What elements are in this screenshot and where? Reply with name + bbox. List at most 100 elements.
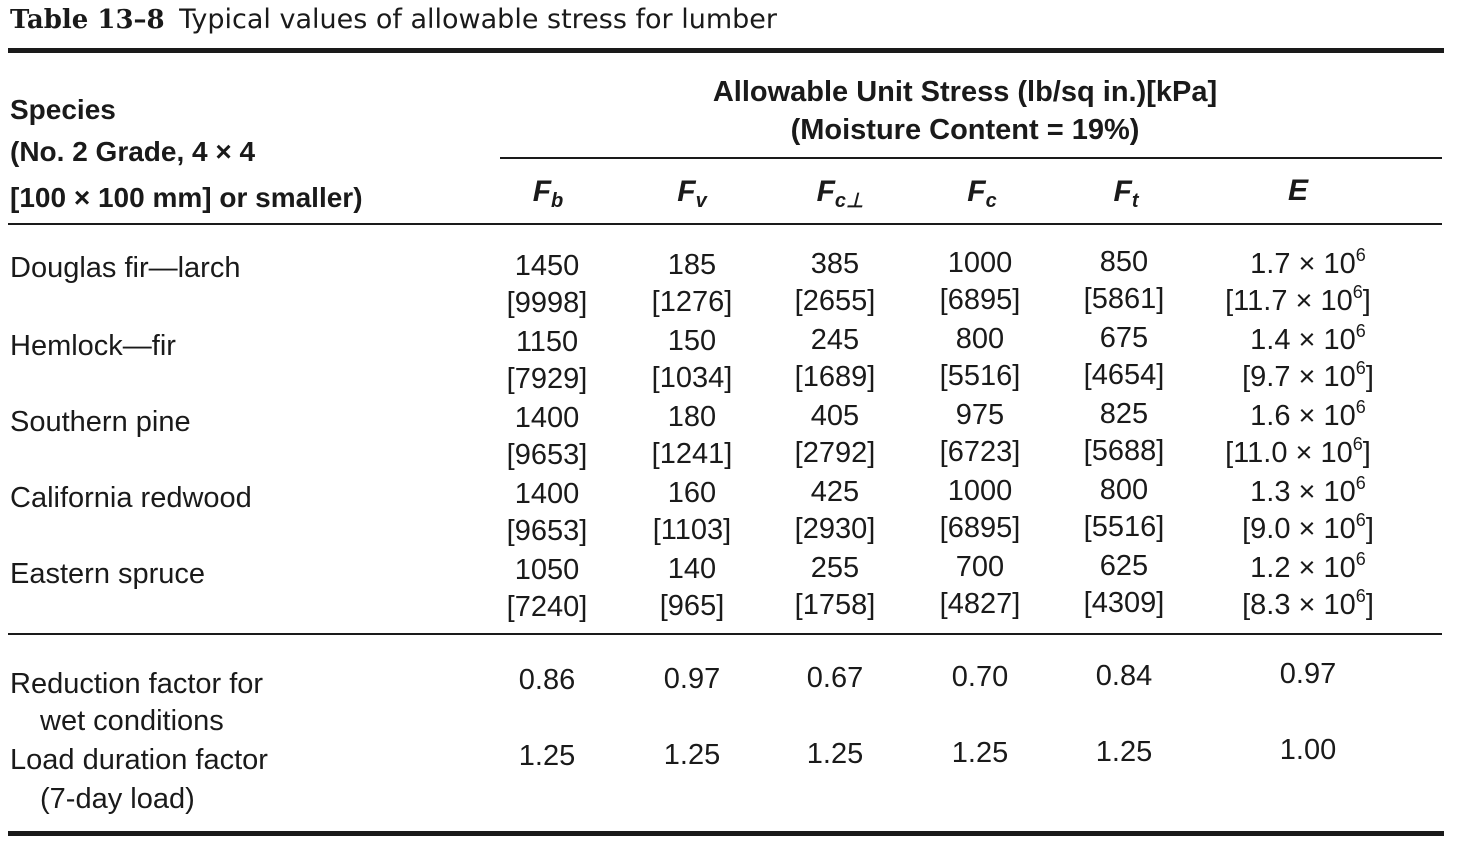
- fcperp-value: 385: [810, 248, 860, 280]
- factor-label-line2: (7-day load): [40, 783, 195, 815]
- col-header-e: E: [1287, 174, 1308, 207]
- fb-metric: [9998]: [506, 287, 588, 319]
- ft-value: 850: [1099, 246, 1149, 278]
- ft-metric: [5861]: [1083, 283, 1165, 315]
- fcperp-factor: 0.67: [806, 662, 864, 694]
- col-header-fb: Fb: [532, 175, 564, 212]
- ft-metric: [4309]: [1083, 587, 1165, 619]
- species-header-line1: Species: [10, 94, 116, 125]
- fcperp-value: 425: [810, 476, 860, 508]
- fcperp-value: 255: [810, 552, 860, 584]
- fv-metric: [1103]: [652, 514, 732, 546]
- fcperp-metric: [1758]: [794, 589, 876, 621]
- fv-value: 140: [667, 553, 717, 585]
- fc-metric: [6723]: [939, 436, 1021, 468]
- e-value: 1.2 × 106: [1250, 549, 1366, 584]
- fc-value: 1000: [947, 475, 1013, 507]
- col-header-ft: Ft: [1113, 175, 1139, 212]
- species-header-line2: (No. 2 Grade, 4 × 4: [10, 136, 256, 167]
- fc-factor: 0.70: [951, 661, 1009, 693]
- ft-metric: [5516]: [1083, 511, 1165, 543]
- species-name: Hemlock—fir: [10, 330, 176, 362]
- fb-value: 1450: [514, 250, 580, 282]
- fc-value: 700: [955, 551, 1005, 583]
- table-title: Typical values of allowable stress for l…: [179, 4, 777, 35]
- fb-factor: 0.86: [518, 664, 576, 696]
- e-metric: [8.3 × 106]: [1242, 586, 1374, 621]
- fb-value: 1400: [514, 478, 580, 510]
- fcperp-metric: [2655]: [794, 285, 876, 317]
- e-factor: 1.00: [1279, 734, 1337, 766]
- e-metric: [9.0 × 106]: [1242, 510, 1374, 545]
- e-value: 1.6 × 106: [1250, 397, 1366, 432]
- stress-group-header: Allowable Unit Stress (lb/sq in.)[kPa]: [712, 76, 1218, 108]
- fcperp-factor: 1.25: [806, 738, 864, 770]
- moisture-content-header: (Moisture Content = 19%): [790, 114, 1140, 146]
- species-name: Douglas fir—larch: [10, 252, 241, 284]
- ft-metric: [5688]: [1083, 435, 1165, 467]
- species-name: Southern pine: [10, 406, 191, 438]
- e-metric: [11.0 × 106]: [1225, 434, 1371, 469]
- species-header-line3: [100 × 100 mm] or smaller): [10, 182, 363, 213]
- fb-value: 1400: [514, 402, 580, 434]
- factor-label-line1: Load duration factor: [10, 744, 268, 776]
- group-header-rule: [500, 157, 1442, 159]
- table-number: Table 13–8: [10, 5, 165, 35]
- col-header-fv: Fv: [677, 175, 707, 212]
- species-name: Eastern spruce: [10, 558, 206, 590]
- ft-value: 800: [1099, 474, 1149, 506]
- e-value: 1.4 × 106: [1250, 321, 1366, 356]
- ft-metric: [4654]: [1083, 359, 1165, 391]
- col-header-fc: Fc: [967, 175, 997, 212]
- header-rule: [8, 223, 1442, 225]
- ft-value: 825: [1099, 398, 1149, 430]
- fv-metric: [1276]: [651, 286, 733, 318]
- e-metric: [9.7 × 106]: [1242, 358, 1374, 393]
- ft-factor: 0.84: [1095, 660, 1153, 692]
- col-header-fcperp: Fc⊥: [816, 175, 864, 212]
- fc-metric: [4827]: [939, 588, 1021, 620]
- factors-rule: [8, 633, 1442, 635]
- fv-factor: 0.97: [663, 663, 721, 695]
- table-caption: Table 13–8 Typical values of allowable s…: [10, 4, 777, 35]
- factor-label-line1: Reduction factor for: [10, 668, 264, 700]
- fv-metric: [1034]: [651, 362, 733, 394]
- fv-value: 160: [667, 477, 717, 509]
- fcperp-metric: [2792]: [794, 437, 876, 469]
- fc-metric: [6895]: [939, 512, 1021, 544]
- e-factor: 0.97: [1279, 658, 1337, 690]
- e-value: 1.3 × 106: [1250, 473, 1366, 508]
- species-name: California redwood: [10, 482, 252, 514]
- fb-metric: [9653]: [506, 439, 588, 471]
- fb-factor: 1.25: [518, 740, 576, 772]
- fv-metric: [965]: [659, 590, 725, 622]
- fv-value: 180: [667, 401, 717, 433]
- factor-label-line2: wet conditions: [40, 705, 224, 737]
- fcperp-value: 245: [810, 324, 860, 356]
- fv-factor: 1.25: [663, 739, 721, 771]
- fb-metric: [7929]: [506, 363, 588, 395]
- ft-value: 675: [1099, 322, 1149, 354]
- fcperp-metric: [1689]: [794, 361, 876, 393]
- ft-value: 625: [1099, 550, 1149, 582]
- top-rule: [8, 48, 1444, 53]
- bottom-rule: [8, 831, 1444, 836]
- fcperp-metric: [2930]: [794, 513, 876, 545]
- fb-metric: [9653]: [506, 515, 588, 547]
- fc-value: 975: [955, 399, 1005, 431]
- fc-metric: [5516]: [939, 360, 1021, 392]
- fb-value: 1150: [515, 326, 579, 358]
- fc-metric: [6895]: [939, 284, 1021, 316]
- e-metric: [11.7 × 106]: [1225, 282, 1371, 317]
- fv-value: 150: [667, 325, 717, 357]
- fc-value: 1000: [947, 247, 1013, 279]
- e-value: 1.7 × 106: [1250, 245, 1366, 280]
- fb-value: 1050: [514, 554, 580, 586]
- fc-factor: 1.25: [951, 737, 1009, 769]
- fb-metric: [7240]: [506, 591, 588, 623]
- ft-factor: 1.25: [1095, 736, 1153, 768]
- fv-value: 185: [667, 249, 717, 281]
- fc-value: 800: [955, 323, 1005, 355]
- fcperp-value: 405: [810, 400, 860, 432]
- fv-metric: [1241]: [651, 438, 733, 470]
